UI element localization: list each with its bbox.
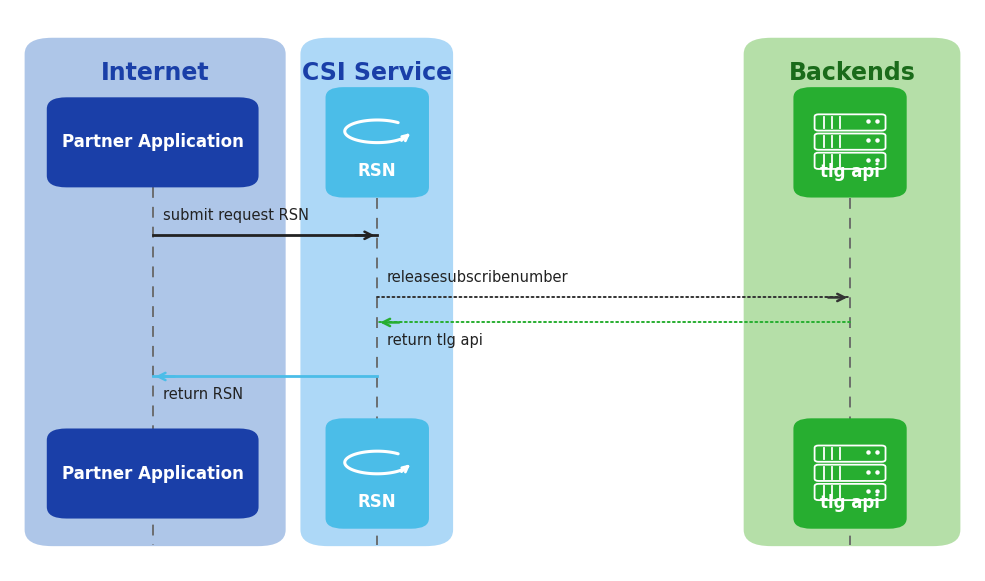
FancyBboxPatch shape	[25, 38, 286, 546]
FancyBboxPatch shape	[794, 418, 907, 529]
FancyBboxPatch shape	[47, 429, 258, 518]
Text: Backends: Backends	[789, 61, 915, 85]
Text: RSN: RSN	[358, 493, 397, 511]
FancyBboxPatch shape	[744, 38, 960, 546]
FancyBboxPatch shape	[325, 87, 429, 198]
Text: tlg api: tlg api	[821, 494, 880, 512]
FancyBboxPatch shape	[300, 38, 453, 546]
Text: return RSN: return RSN	[163, 387, 242, 402]
Text: submit request RSN: submit request RSN	[163, 207, 308, 223]
Text: return tlg api: return tlg api	[387, 333, 483, 348]
Text: Partner Application: Partner Application	[62, 134, 243, 151]
Text: Internet: Internet	[100, 61, 210, 85]
Text: CSI Service: CSI Service	[301, 61, 452, 85]
Text: tlg api: tlg api	[821, 163, 880, 181]
Text: Partner Application: Partner Application	[62, 465, 243, 482]
FancyBboxPatch shape	[794, 87, 907, 198]
Text: RSN: RSN	[358, 162, 397, 180]
FancyBboxPatch shape	[325, 418, 429, 529]
Text: releasesubscribenumber: releasesubscribenumber	[387, 270, 568, 285]
FancyBboxPatch shape	[47, 97, 258, 187]
